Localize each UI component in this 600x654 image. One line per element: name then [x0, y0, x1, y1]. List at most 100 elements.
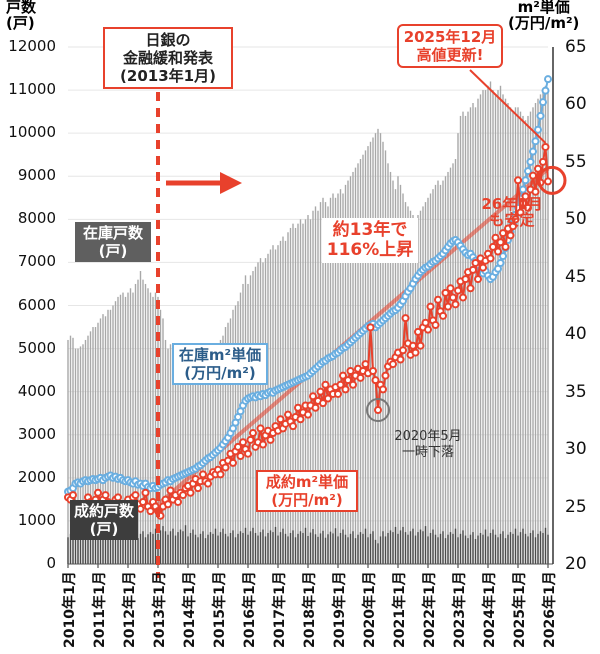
- contract-bar: [524, 533, 527, 564]
- contract-bar: [67, 537, 69, 564]
- inventory-bar: [294, 227, 297, 564]
- contract-price-point: [424, 325, 432, 334]
- contract-bar: [424, 526, 427, 564]
- inventory-bar: [419, 210, 422, 564]
- contract-bar: [509, 532, 512, 564]
- contract-bar: [154, 528, 157, 564]
- inventory-bar: [242, 283, 244, 564]
- inventory-bar: [109, 309, 112, 564]
- contract-bar: [167, 534, 169, 564]
- covid-dip-circle: [366, 398, 390, 423]
- contract-bar: [432, 529, 434, 564]
- contract-bar: [347, 537, 349, 564]
- inventory-bar: [144, 283, 147, 564]
- inventory-bar: [429, 193, 432, 564]
- contract-bar: [117, 535, 119, 564]
- inventory-price-point: [541, 86, 550, 95]
- contract-price-line1: 成約m²単価: [265, 473, 349, 491]
- contract-bar: [169, 531, 172, 564]
- contract-price-point: [321, 380, 330, 389]
- contract-bar: [474, 539, 477, 564]
- covid-line1: 2020年5月: [394, 429, 462, 444]
- contract-price-point: [521, 192, 530, 201]
- contract-bar: [367, 537, 369, 564]
- inventory-bar: [244, 275, 247, 564]
- high-line1: 2025年12月: [403, 28, 497, 46]
- inventory-bar: [489, 81, 492, 564]
- contract-bar: [497, 537, 499, 564]
- boj-line1: 日銀の: [145, 31, 191, 49]
- inventory-bar: [399, 184, 402, 564]
- inventory-bar: [179, 361, 182, 564]
- inventory-bar: [77, 348, 79, 564]
- boj-line2: 金融緩和発表: [122, 49, 213, 67]
- contract-price-point: [319, 399, 327, 408]
- inventory-bar: [452, 163, 454, 564]
- contract-bar: [419, 529, 422, 564]
- inventory-bar: [432, 189, 434, 565]
- contract-price-point: [256, 424, 265, 433]
- inventory-bar: [434, 184, 437, 564]
- contract-bar: [69, 533, 72, 564]
- contract-bar: [269, 530, 272, 564]
- contract-bar: [527, 536, 529, 564]
- contract-bar: [469, 534, 472, 564]
- right-axis-title: m²単価 (万円/m²): [508, 0, 579, 32]
- contract-bar: [437, 537, 439, 564]
- contract-bar: [264, 536, 267, 564]
- inventory-bar: [422, 206, 424, 565]
- contract-price-point: [361, 360, 370, 369]
- inventory-bar: [252, 271, 254, 564]
- contract-price-point: [434, 295, 442, 304]
- inventory-bar: [259, 258, 262, 564]
- contract-bar: [177, 532, 179, 564]
- left-axis-title: 戸数 (戸): [6, 0, 36, 32]
- x-axis-tick-label: 2023年1月: [452, 571, 468, 648]
- contract-bar: [377, 543, 379, 564]
- inventory-bar: [89, 331, 92, 564]
- inventory-bar: [514, 107, 517, 565]
- contract-bar: [519, 532, 522, 564]
- inventory-bar: [322, 197, 324, 564]
- contract-bar: [234, 537, 237, 564]
- inventory-bar: [402, 193, 404, 564]
- inventory-price-line2: (万円/m²): [184, 364, 256, 382]
- contract-price-point: [216, 470, 225, 479]
- contract-bar: [394, 526, 397, 564]
- x-axis-tick-label: 2015年1月: [212, 571, 228, 648]
- contract-price-point: [491, 233, 500, 242]
- inventory-bar: [394, 189, 397, 565]
- contract-price-point: [339, 371, 347, 380]
- contract-price-point: [324, 394, 332, 403]
- contract-bar: [399, 530, 402, 564]
- contract-bar: [132, 529, 134, 564]
- contract-bar: [499, 533, 502, 564]
- contract-price-point: [374, 406, 382, 415]
- contract-bar: [229, 532, 232, 564]
- contract-bar: [522, 528, 524, 564]
- contract-bar: [384, 536, 387, 564]
- contract-price-point: [146, 507, 155, 516]
- contract-bar: [274, 526, 277, 564]
- contract-price-point: [371, 376, 380, 385]
- contract-bar: [89, 532, 92, 564]
- inventory-bar: [444, 176, 447, 564]
- inventory-count-line1: 在庫戸数: [82, 224, 143, 242]
- inventory-bar: [397, 176, 399, 564]
- inventory-bar: [544, 85, 547, 565]
- contract-price-point: [389, 360, 397, 369]
- inventory-bar: [169, 344, 172, 564]
- contract-bar: [259, 532, 262, 564]
- contract-bar: [222, 528, 224, 564]
- contract-bar: [507, 534, 509, 564]
- contract-price-point: [499, 229, 507, 238]
- inventory-bar: [404, 202, 407, 564]
- contract-price-point: [511, 215, 520, 224]
- contract-price-point: [311, 403, 320, 412]
- stable-line1: 26年1月: [481, 195, 543, 213]
- contract-price-point: [249, 429, 257, 438]
- contract-bar: [402, 526, 404, 564]
- contract-bar: [344, 534, 347, 564]
- inventory-bar: [69, 335, 72, 564]
- contract-price-point: [444, 302, 452, 311]
